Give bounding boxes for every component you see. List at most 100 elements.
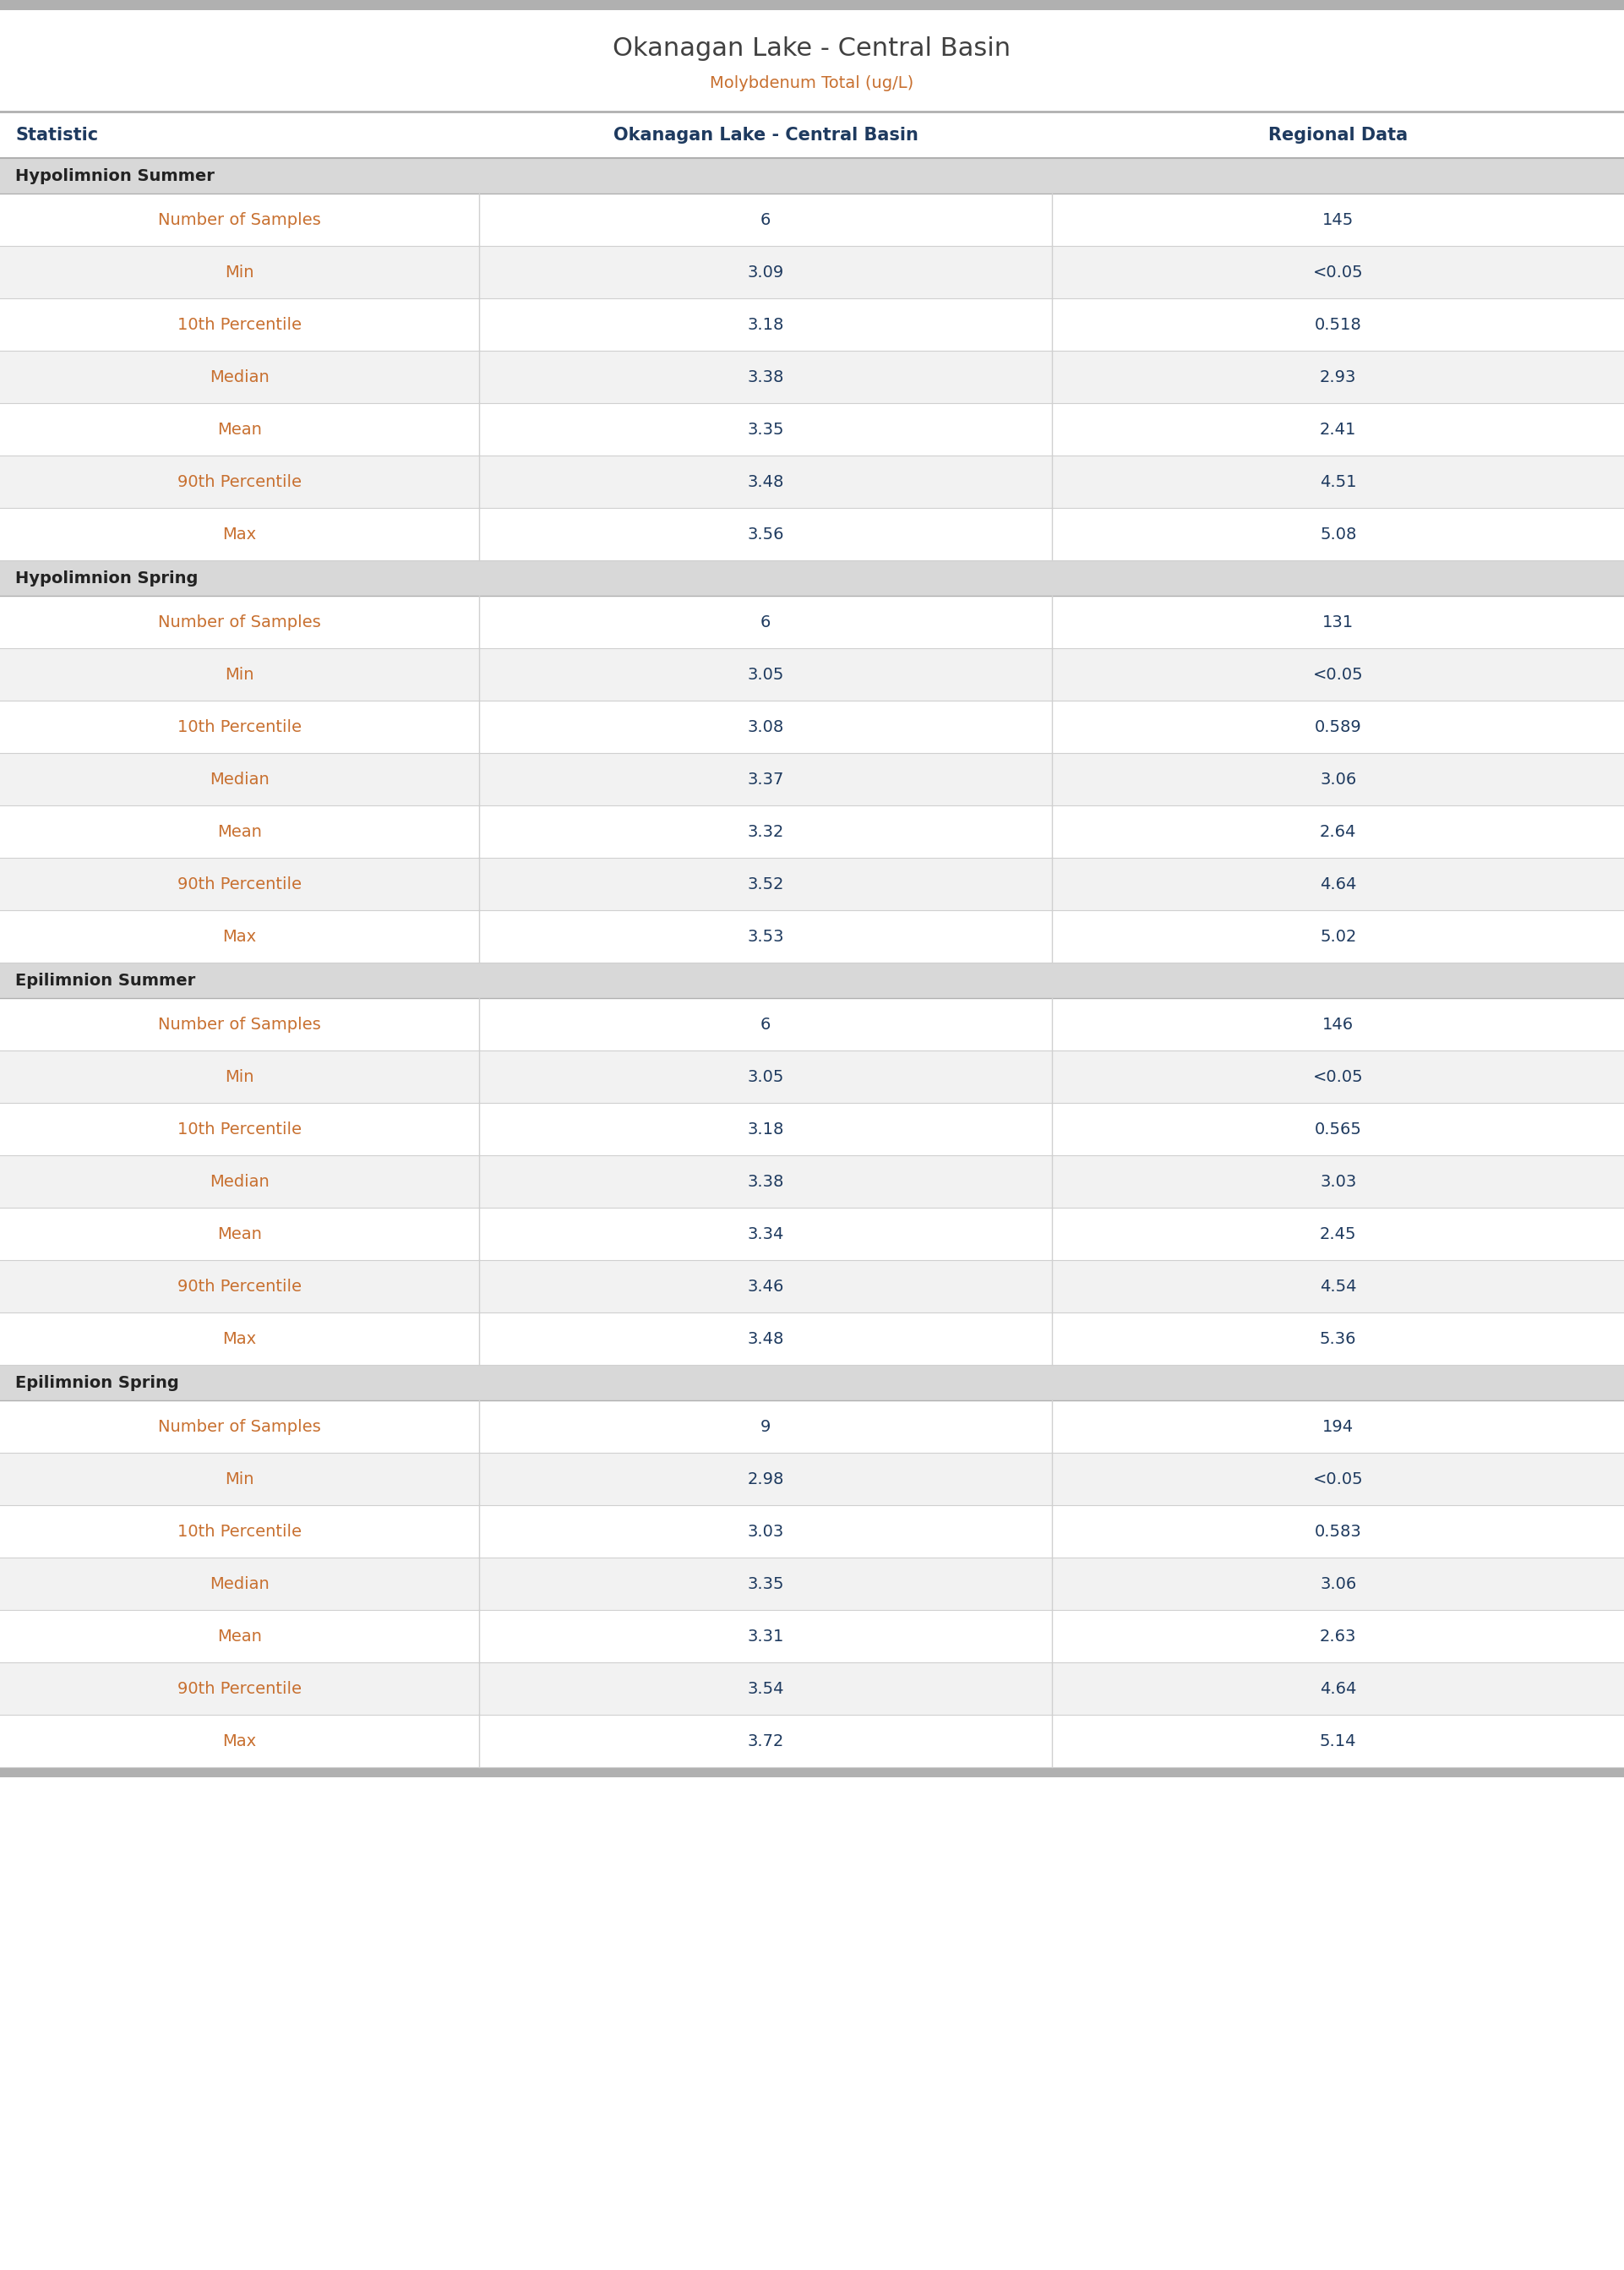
Bar [0, 1505, 1624, 1557]
Text: Min: Min [226, 263, 253, 279]
Bar [0, 701, 1624, 754]
Bar [0, 910, 1624, 962]
Text: Min: Min [226, 1471, 253, 1487]
Text: 10th Percentile: 10th Percentile [177, 316, 302, 334]
Text: 3.18: 3.18 [747, 316, 784, 334]
Text: Median: Median [209, 1575, 270, 1591]
Text: Okanagan Lake - Central Basin: Okanagan Lake - Central Basin [614, 127, 918, 143]
Text: 2.63: 2.63 [1320, 1628, 1356, 1643]
Text: 3.05: 3.05 [747, 667, 784, 683]
Text: Median: Median [209, 370, 270, 386]
Text: Max: Max [222, 1732, 257, 1748]
Text: <0.05: <0.05 [1312, 263, 1364, 279]
Text: Max: Max [222, 1330, 257, 1346]
Bar [0, 999, 1624, 1051]
Text: 10th Percentile: 10th Percentile [177, 1121, 302, 1137]
Text: 3.38: 3.38 [747, 1174, 784, 1189]
Text: 3.35: 3.35 [747, 422, 784, 438]
Bar [0, 1766, 1624, 1777]
Text: 5.08: 5.08 [1320, 527, 1356, 543]
Bar [0, 1260, 1624, 1312]
Bar [0, 404, 1624, 456]
Text: Number of Samples: Number of Samples [158, 211, 322, 227]
Text: Okanagan Lake - Central Basin: Okanagan Lake - Central Basin [612, 36, 1012, 61]
Text: Mean: Mean [218, 422, 261, 438]
Text: 3.56: 3.56 [747, 527, 784, 543]
Text: Mean: Mean [218, 1226, 261, 1242]
Bar [0, 1401, 1624, 1453]
Text: 5.36: 5.36 [1320, 1330, 1356, 1346]
Text: 3.48: 3.48 [747, 1330, 784, 1346]
Text: Number of Samples: Number of Samples [158, 1017, 322, 1033]
Text: Min: Min [226, 1069, 253, 1085]
Bar [0, 159, 1624, 193]
Text: 3.06: 3.06 [1320, 772, 1356, 788]
Text: 3.05: 3.05 [747, 1069, 784, 1085]
Bar [0, 0, 1624, 9]
Text: 3.72: 3.72 [747, 1732, 784, 1748]
Text: Mean: Mean [218, 1628, 261, 1643]
Text: 3.38: 3.38 [747, 370, 784, 386]
Text: 10th Percentile: 10th Percentile [177, 1523, 302, 1539]
Bar [0, 962, 1624, 999]
Bar [0, 1453, 1624, 1505]
Text: 3.03: 3.03 [1320, 1174, 1356, 1189]
Text: 146: 146 [1322, 1017, 1354, 1033]
Text: Median: Median [209, 772, 270, 788]
Text: 0.583: 0.583 [1314, 1523, 1363, 1539]
Text: Max: Max [222, 527, 257, 543]
Text: 131: 131 [1322, 613, 1354, 631]
Bar [0, 806, 1624, 858]
Text: 9: 9 [760, 1419, 771, 1435]
Bar [0, 193, 1624, 245]
Bar [0, 1557, 1624, 1609]
Text: 2.41: 2.41 [1320, 422, 1356, 438]
Text: 3.03: 3.03 [747, 1523, 784, 1539]
Text: Statistic: Statistic [15, 127, 97, 143]
Text: Min: Min [226, 667, 253, 683]
Text: 3.52: 3.52 [747, 876, 784, 892]
Bar [0, 649, 1624, 701]
Bar [0, 297, 1624, 352]
Bar [0, 1103, 1624, 1155]
Text: 0.589: 0.589 [1314, 720, 1363, 735]
Text: Number of Samples: Number of Samples [158, 613, 322, 631]
Text: 5.14: 5.14 [1320, 1732, 1356, 1748]
Text: 3.31: 3.31 [747, 1628, 784, 1643]
Text: 6: 6 [760, 1017, 771, 1033]
Text: <0.05: <0.05 [1312, 1069, 1364, 1085]
Text: 3.35: 3.35 [747, 1575, 784, 1591]
Text: Molybdenum Total (ug/L): Molybdenum Total (ug/L) [710, 75, 914, 91]
Bar [0, 1155, 1624, 1208]
Text: 90th Percentile: 90th Percentile [177, 1278, 302, 1294]
Text: 3.34: 3.34 [747, 1226, 784, 1242]
Bar [0, 245, 1624, 297]
Bar [0, 561, 1624, 595]
Bar [0, 352, 1624, 404]
Text: Number of Samples: Number of Samples [158, 1419, 322, 1435]
Text: 4.51: 4.51 [1320, 474, 1356, 490]
Text: 2.64: 2.64 [1320, 824, 1356, 840]
Bar [0, 1208, 1624, 1260]
Text: 5.02: 5.02 [1320, 928, 1356, 944]
Text: Epilimnion Summer: Epilimnion Summer [15, 972, 195, 987]
Text: 3.54: 3.54 [747, 1680, 784, 1696]
Bar [0, 1051, 1624, 1103]
Bar [0, 1312, 1624, 1364]
Bar [0, 1662, 1624, 1714]
Text: <0.05: <0.05 [1312, 1471, 1364, 1487]
Text: 2.98: 2.98 [747, 1471, 784, 1487]
Text: 2.45: 2.45 [1320, 1226, 1356, 1242]
Text: 3.09: 3.09 [747, 263, 784, 279]
Text: <0.05: <0.05 [1312, 667, 1364, 683]
Text: 4.54: 4.54 [1320, 1278, 1356, 1294]
Text: 194: 194 [1322, 1419, 1354, 1435]
Text: 4.64: 4.64 [1320, 1680, 1356, 1696]
Bar [0, 456, 1624, 508]
Text: Median: Median [209, 1174, 270, 1189]
Bar [0, 1609, 1624, 1662]
Text: 3.46: 3.46 [747, 1278, 784, 1294]
Bar [0, 754, 1624, 806]
Bar [0, 858, 1624, 910]
Text: 6: 6 [760, 613, 771, 631]
